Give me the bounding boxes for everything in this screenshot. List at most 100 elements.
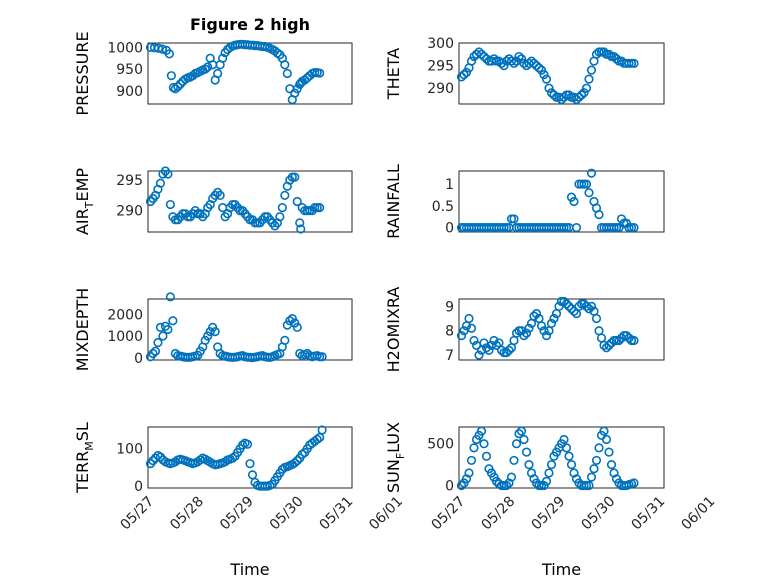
data-point — [175, 79, 185, 89]
x-tick-label: 05/30 — [267, 494, 307, 534]
data-point — [606, 460, 617, 470]
y-axis-label: SUNFLUX — [384, 422, 407, 493]
data-point — [599, 426, 609, 436]
x-tick-label: 05/29 — [528, 494, 568, 534]
data-point — [541, 476, 552, 486]
y-axis-label-base: AIR — [73, 208, 92, 235]
data-point — [292, 196, 302, 207]
series-points — [145, 292, 327, 363]
data-point — [544, 468, 554, 478]
data-point — [280, 190, 290, 200]
y-tick-label: 8 — [445, 324, 454, 340]
data-point — [456, 480, 467, 491]
data-point — [479, 51, 489, 62]
data-point — [546, 318, 557, 329]
data-point — [218, 53, 228, 63]
data-point — [584, 188, 594, 198]
y-axis-label-base: SUN — [384, 459, 403, 493]
y-tick-label: 9 — [445, 299, 454, 315]
data-point — [524, 323, 534, 333]
data-point — [549, 90, 559, 100]
data-point — [559, 296, 569, 307]
y-axis-label-base: TERR — [73, 451, 92, 494]
data-point — [556, 94, 567, 105]
y-tick-label: 0.5 — [432, 199, 454, 215]
data-point — [546, 460, 557, 470]
data-point — [297, 449, 307, 459]
data-point — [499, 60, 509, 71]
data-point — [574, 92, 584, 102]
data-point — [571, 94, 582, 105]
y-tick-label: 295 — [116, 173, 143, 189]
data-point — [519, 331, 529, 341]
series-points — [456, 296, 639, 360]
data-point — [245, 459, 255, 469]
data-point — [544, 83, 554, 93]
data-point — [292, 456, 302, 466]
data-point — [158, 331, 168, 341]
y-axis-label: PRESSURE — [73, 31, 92, 115]
data-point — [277, 464, 287, 474]
y-tick-label: 950 — [116, 62, 143, 78]
data-point — [496, 58, 507, 68]
data-point — [280, 335, 290, 345]
data-point — [561, 299, 572, 309]
data-point — [290, 172, 300, 182]
data-point — [489, 54, 499, 64]
data-point — [491, 340, 502, 350]
data-point — [586, 168, 597, 178]
data-point — [484, 345, 494, 355]
data-point — [584, 480, 594, 491]
data-point — [519, 434, 529, 445]
data-point — [604, 447, 614, 457]
data-point — [464, 313, 474, 324]
data-point — [629, 223, 639, 233]
data-point — [611, 54, 622, 64]
data-point — [227, 453, 238, 463]
data-point — [200, 64, 210, 74]
data-point — [509, 455, 519, 466]
data-point — [579, 88, 589, 98]
y-tick-label: 2000 — [107, 307, 143, 323]
data-point — [581, 301, 592, 311]
data-point — [277, 203, 287, 213]
data-point — [275, 212, 285, 222]
y-axis-label: TERRMSL — [73, 422, 96, 494]
data-point — [163, 169, 173, 179]
y-tick-label: 0 — [134, 351, 143, 367]
axes-box — [147, 426, 353, 489]
data-point — [153, 43, 164, 53]
series-points — [145, 39, 325, 105]
y-tick-label: 290 — [116, 204, 143, 220]
data-point — [589, 464, 599, 474]
data-point — [511, 439, 522, 449]
x-tick-label: 05/28 — [478, 494, 518, 534]
y-axis-label: H2OMIXRA — [384, 287, 403, 373]
y-tick-label: 7 — [445, 348, 454, 364]
data-point — [464, 468, 474, 478]
data-point — [501, 480, 512, 491]
subplot-6: 7 8 9 H2OMIXRA — [384, 287, 665, 373]
y-tick-label: 100 — [116, 442, 143, 458]
data-point — [586, 472, 597, 482]
data-point — [317, 425, 327, 435]
data-point — [203, 62, 213, 72]
y-tick-label: 0 — [445, 478, 454, 494]
data-point — [474, 350, 484, 360]
data-point — [529, 58, 539, 68]
data-point — [514, 51, 524, 62]
x-tick-label: 05/29 — [217, 494, 257, 534]
data-point — [290, 458, 300, 468]
data-point — [315, 203, 325, 213]
y-tick-label: 0 — [134, 479, 143, 495]
data-point — [481, 451, 492, 461]
data-point — [581, 83, 592, 93]
y-axis-label: RAINFALL — [384, 164, 403, 239]
data-point — [591, 455, 602, 466]
data-point — [165, 199, 175, 210]
data-point — [469, 335, 479, 346]
y-tick-label: 295 — [427, 59, 454, 75]
data-point — [504, 345, 514, 355]
data-point — [153, 337, 163, 348]
data-point — [459, 70, 469, 80]
